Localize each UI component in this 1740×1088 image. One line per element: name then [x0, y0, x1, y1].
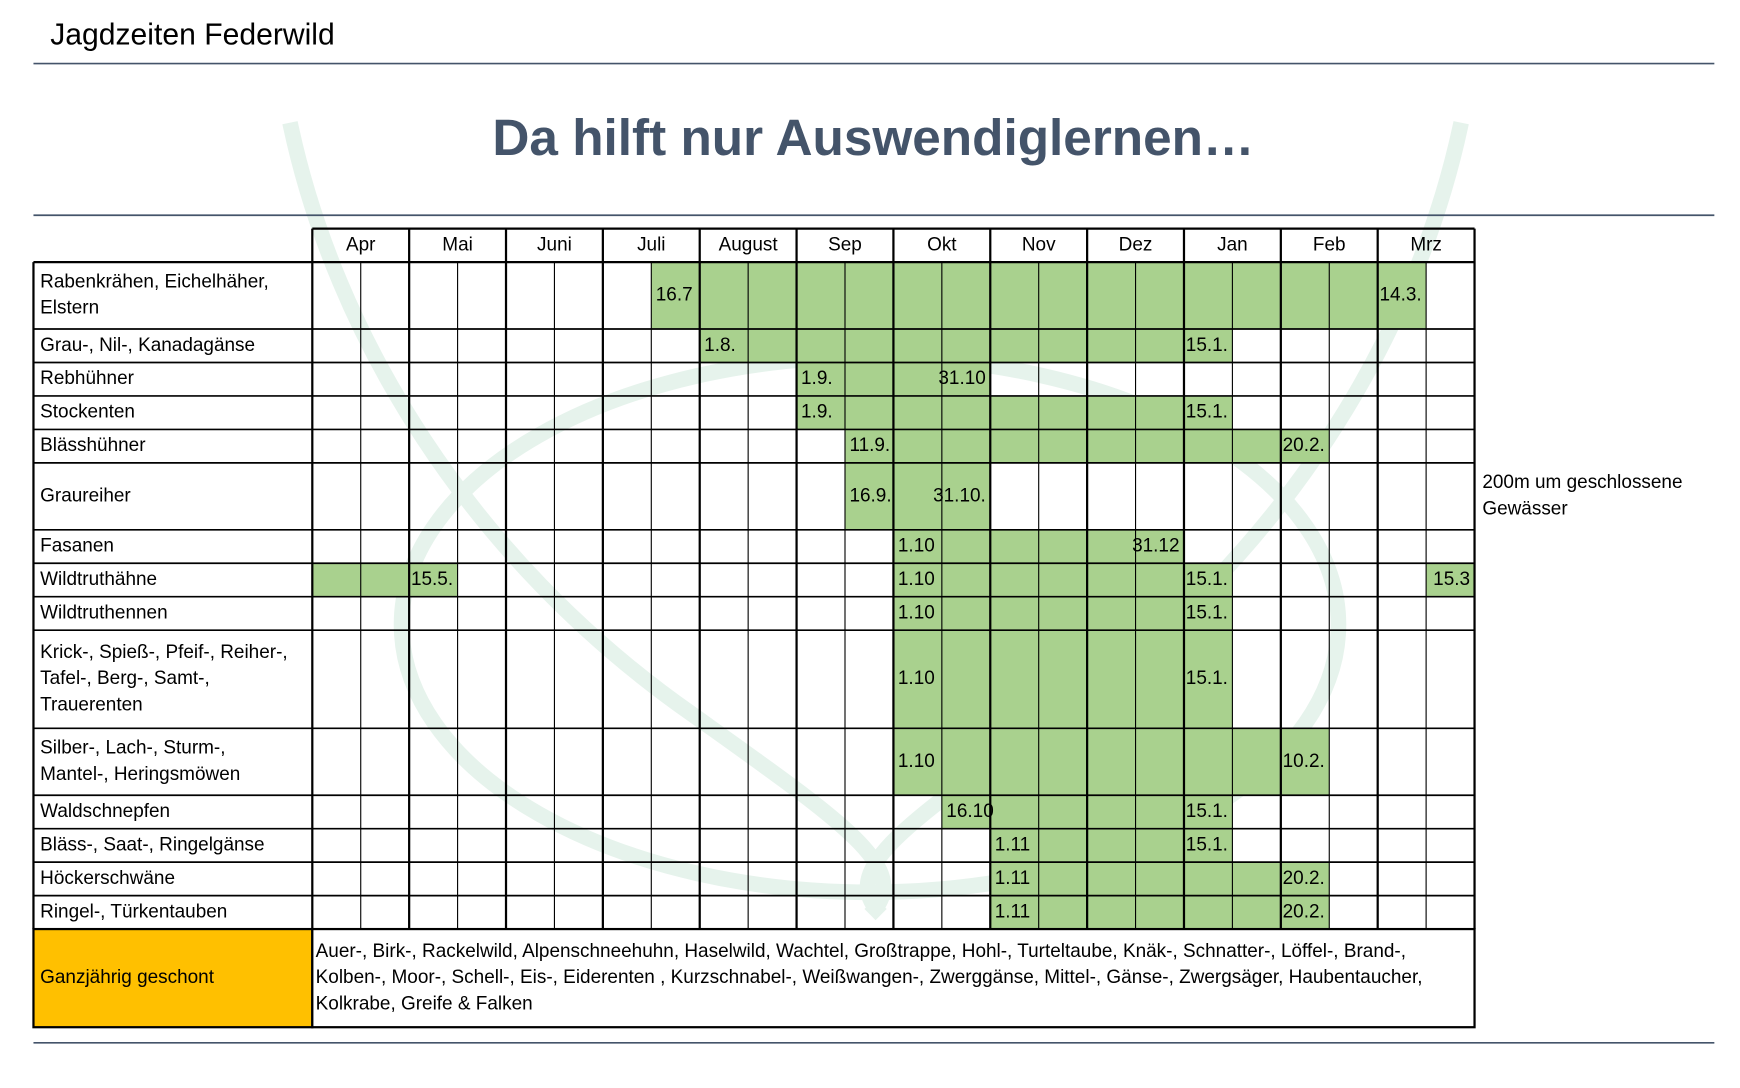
season-end: 31.10. — [933, 485, 986, 506]
season-end: 31.12 — [1132, 536, 1179, 557]
footer-text: Kolkrabe, Greife & Falken — [316, 993, 533, 1014]
page-title: Jagdzeiten Federwild — [50, 19, 335, 52]
month-header: Apr — [346, 234, 376, 255]
season-end: 15.1. — [1186, 569, 1228, 590]
footer-text: Kolben-, Moor-, Schell-, Eis-, Eiderente… — [316, 967, 1423, 988]
month-header: Feb — [1313, 234, 1346, 255]
season-start: 1.10 — [898, 569, 935, 590]
season-end: 15.1. — [1186, 402, 1228, 423]
row-label: Krick-, Spieß-, Pfeif-, Reiher-, — [40, 642, 288, 663]
footer-text: Auer-, Birk-, Rackelwild, Alpenschneehuh… — [316, 941, 1406, 962]
season-end: 15.1. — [1186, 602, 1228, 623]
season-start: 1.11 — [995, 834, 1030, 855]
season-end: 15.1. — [1186, 668, 1228, 689]
season-fill — [893, 728, 1330, 796]
season-start: 1.9. — [801, 402, 833, 423]
season-end: 15.5. — [411, 569, 453, 590]
season-start: 1.11 — [995, 901, 1030, 922]
season-fill — [893, 563, 1233, 597]
row-label: Waldschnepfen — [40, 801, 170, 822]
footer-label: Ganzjährig geschont — [40, 967, 215, 988]
row-label: Tafel-, Berg-, Samt-, — [40, 668, 210, 689]
month-header: Okt — [927, 234, 957, 255]
season-start: 1.10 — [898, 602, 935, 623]
row-label: Silber-, Lach-, Sturm-, — [40, 738, 225, 759]
row-note: 200m um geschlossene — [1482, 472, 1682, 493]
season-fill — [893, 596, 1233, 631]
season-end: 10.2. — [1283, 751, 1325, 772]
row-label: Mantel-, Heringsmöwen — [40, 764, 240, 785]
season-fill — [990, 895, 1330, 930]
row-label: Grau-, Nil-, Kanadagänse — [40, 335, 255, 356]
season-end: 15.3 — [1433, 569, 1470, 590]
season-end: 20.2. — [1283, 901, 1325, 922]
season-start: 11.9. — [849, 435, 890, 456]
season-start: 16.9. — [849, 485, 891, 506]
month-header: Jan — [1217, 234, 1248, 255]
season-fill — [990, 862, 1330, 896]
season-start: 1.10 — [898, 536, 935, 557]
season-fill — [796, 395, 1233, 430]
footer-text-cell — [311, 927, 1476, 1029]
month-header: Mai — [442, 234, 473, 255]
row-label: Höckerschwäne — [40, 868, 175, 889]
row-label: Rabenkrähen, Eichelhäher, — [40, 271, 269, 292]
season-end: 15.1. — [1186, 834, 1228, 855]
row-note: Gewässer — [1482, 498, 1567, 519]
season-end: 20.2. — [1283, 868, 1325, 889]
month-header: Sep — [828, 234, 862, 255]
season-fill — [844, 462, 991, 530]
row-label: Stockenten — [40, 402, 135, 423]
headline: Da hilft nur Auswendiglernen… — [492, 109, 1254, 166]
month-header: Juni — [537, 234, 572, 255]
footer-label-cell — [32, 927, 314, 1029]
month-header: Juli — [637, 234, 665, 255]
season-end: 15.1. — [1186, 335, 1228, 356]
season-start: 1.11 — [995, 868, 1030, 889]
season-end: 15.1. — [1186, 801, 1228, 822]
table: Apr Mai Juni Juli August Sep Okt Nov Dez Jan Feb Mr… — [32, 227, 1683, 1029]
season-fill — [312, 563, 458, 597]
season-end: 31.10 — [938, 368, 985, 389]
row-label: Ringel-, Türkentauben — [40, 901, 227, 922]
season-start: 1.10 — [898, 668, 935, 689]
season-start: 16.10 — [946, 801, 993, 822]
season-start: 1.8. — [704, 335, 736, 356]
season-fill — [699, 329, 1233, 363]
season-end: 14.3. — [1379, 285, 1421, 306]
season-fill — [990, 828, 1233, 863]
month-header: August — [719, 234, 779, 255]
season-end: 20.2. — [1283, 435, 1325, 456]
month-header: Nov — [1022, 234, 1056, 255]
season-fill — [893, 630, 1233, 729]
row-label: Wildtruthennen — [40, 602, 167, 623]
row-label: Trauerenten — [40, 694, 143, 715]
season-start: 16.7 — [656, 285, 693, 306]
row-label: Blässhühner — [40, 435, 145, 456]
month-header: Mrz — [1410, 234, 1442, 255]
row-label: Wildtruthähne — [40, 569, 157, 590]
row-label: Rebhühner — [40, 368, 134, 389]
row-label: Bläss-, Saat-, Ringelgänse — [40, 834, 264, 855]
season-fill — [1426, 563, 1475, 597]
season-start: 1.10 — [898, 751, 935, 772]
month-header: Dez — [1119, 234, 1153, 255]
row-label: Elstern — [40, 298, 99, 319]
season-start: 1.9. — [801, 368, 833, 389]
row-label: Fasanen — [40, 536, 114, 557]
row-label: Graureiher — [40, 485, 131, 506]
